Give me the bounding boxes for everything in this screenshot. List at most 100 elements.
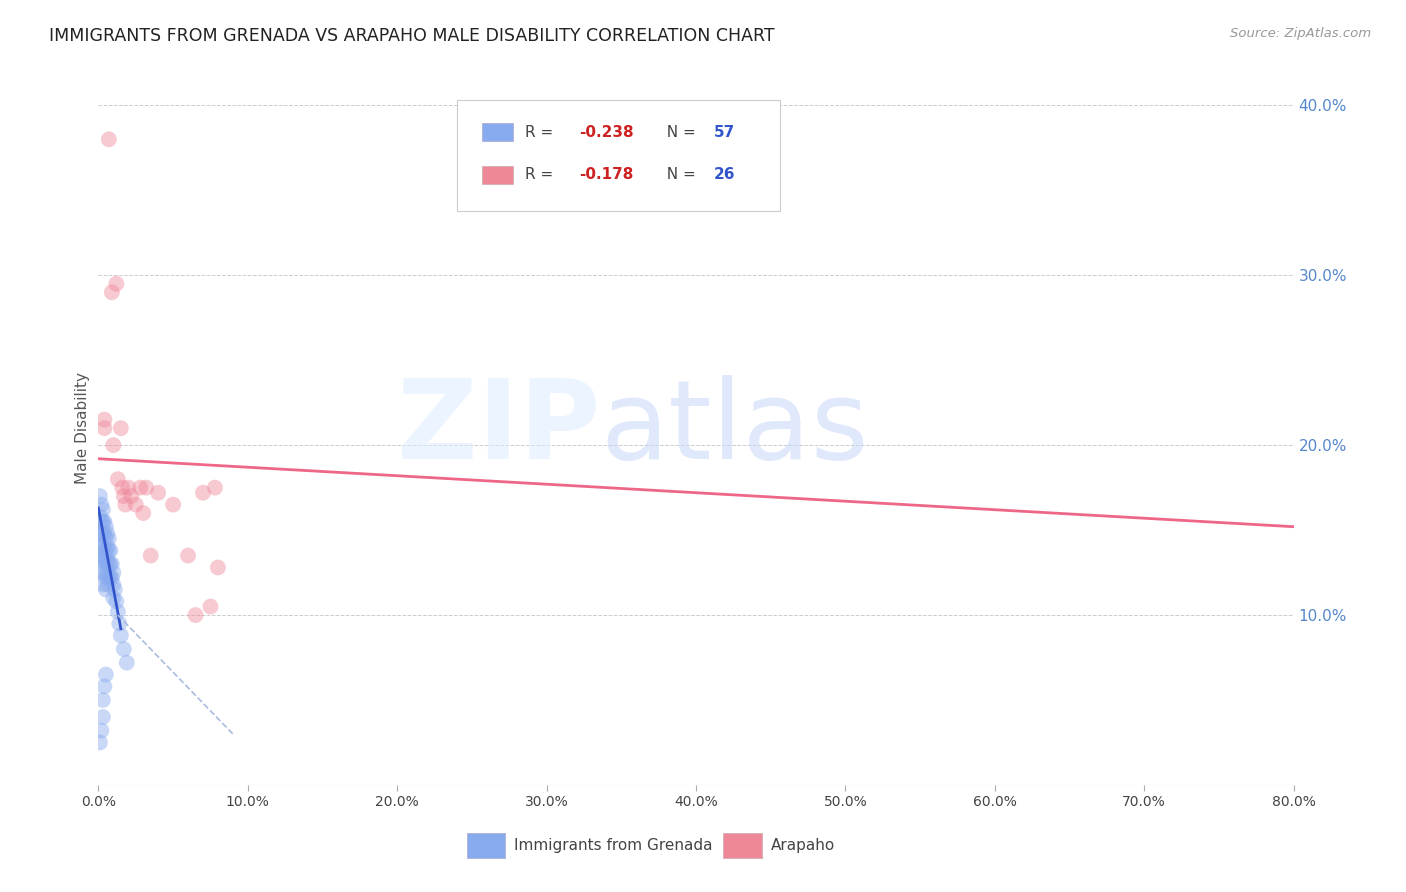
Point <box>96 552 118 566</box>
Point <box>94 557 117 571</box>
Point <box>97 571 120 585</box>
Point <box>91 540 114 554</box>
Point <box>91 577 114 591</box>
Point <box>184 608 207 623</box>
Text: Source: ZipAtlas.com: Source: ZipAtlas.com <box>1230 27 1371 40</box>
Point <box>98 557 122 571</box>
Point <box>98 543 122 558</box>
Point <box>191 485 214 500</box>
Text: -0.178: -0.178 <box>579 168 633 182</box>
FancyBboxPatch shape <box>724 833 762 858</box>
Point <box>97 532 120 546</box>
Point <box>110 421 132 435</box>
Point <box>139 549 162 563</box>
Point <box>91 710 114 724</box>
Point <box>93 421 115 435</box>
Point <box>207 560 229 574</box>
Point <box>103 438 125 452</box>
Point <box>93 412 115 426</box>
Point <box>94 582 117 597</box>
Text: ZIP: ZIP <box>396 375 600 482</box>
Point <box>91 566 114 580</box>
Point <box>204 481 226 495</box>
Point <box>96 577 118 591</box>
Point <box>93 526 115 541</box>
Point <box>117 481 139 495</box>
Point <box>114 498 136 512</box>
Point <box>91 502 114 516</box>
Point <box>89 549 111 563</box>
Point <box>96 540 118 554</box>
Point <box>94 667 117 681</box>
Text: Immigrants from Grenada: Immigrants from Grenada <box>515 838 713 853</box>
Point <box>93 515 115 529</box>
Point <box>90 515 112 529</box>
Point <box>103 566 125 580</box>
Point <box>90 723 112 738</box>
Point <box>89 735 111 749</box>
FancyBboxPatch shape <box>482 123 513 141</box>
Point <box>89 489 111 503</box>
Text: 57: 57 <box>714 125 735 139</box>
Point <box>97 557 120 571</box>
Point <box>94 519 117 533</box>
Point <box>132 506 155 520</box>
Point <box>90 540 112 554</box>
Text: R =: R = <box>524 125 558 139</box>
Point <box>93 540 115 554</box>
Point <box>94 571 117 585</box>
Text: Arapaho: Arapaho <box>772 838 835 853</box>
Point <box>93 566 115 580</box>
Point <box>90 498 112 512</box>
Text: 26: 26 <box>714 168 735 182</box>
Text: R =: R = <box>524 168 558 182</box>
FancyBboxPatch shape <box>482 166 513 184</box>
Point <box>90 554 112 568</box>
Point <box>112 642 135 657</box>
Point <box>129 481 152 495</box>
Point <box>111 481 134 495</box>
Point <box>105 594 128 608</box>
Point <box>96 526 118 541</box>
Point <box>107 605 129 619</box>
Point <box>162 498 184 512</box>
Point <box>96 566 118 580</box>
Text: IMMIGRANTS FROM GRENADA VS ARAPAHO MALE DISABILITY CORRELATION CHART: IMMIGRANTS FROM GRENADA VS ARAPAHO MALE … <box>49 27 775 45</box>
Point <box>93 552 115 566</box>
Point <box>97 132 120 146</box>
FancyBboxPatch shape <box>457 100 780 211</box>
Point <box>91 552 114 566</box>
Point <box>103 577 125 591</box>
Text: -0.238: -0.238 <box>579 125 634 139</box>
Point <box>89 526 111 541</box>
Point <box>90 526 112 541</box>
Point <box>94 532 117 546</box>
Point <box>200 599 222 614</box>
Point <box>104 582 127 597</box>
Point <box>97 543 120 558</box>
Point <box>91 693 114 707</box>
Point <box>125 498 148 512</box>
Point <box>105 277 128 291</box>
Point <box>89 509 111 524</box>
Point <box>108 616 131 631</box>
Point <box>177 549 200 563</box>
Point <box>148 485 170 500</box>
Point <box>115 656 138 670</box>
Point <box>94 543 117 558</box>
Point <box>135 481 157 495</box>
Text: N =: N = <box>657 168 700 182</box>
Point <box>98 571 122 585</box>
Point <box>91 526 114 541</box>
Point <box>112 489 135 503</box>
Point <box>101 571 124 585</box>
Point <box>91 515 114 529</box>
Point <box>107 472 129 486</box>
Point <box>120 489 142 503</box>
Point <box>103 591 125 605</box>
Point <box>110 628 132 642</box>
FancyBboxPatch shape <box>467 833 505 858</box>
Text: atlas: atlas <box>600 375 869 482</box>
Y-axis label: Male Disability: Male Disability <box>75 372 90 484</box>
Point <box>101 557 124 571</box>
